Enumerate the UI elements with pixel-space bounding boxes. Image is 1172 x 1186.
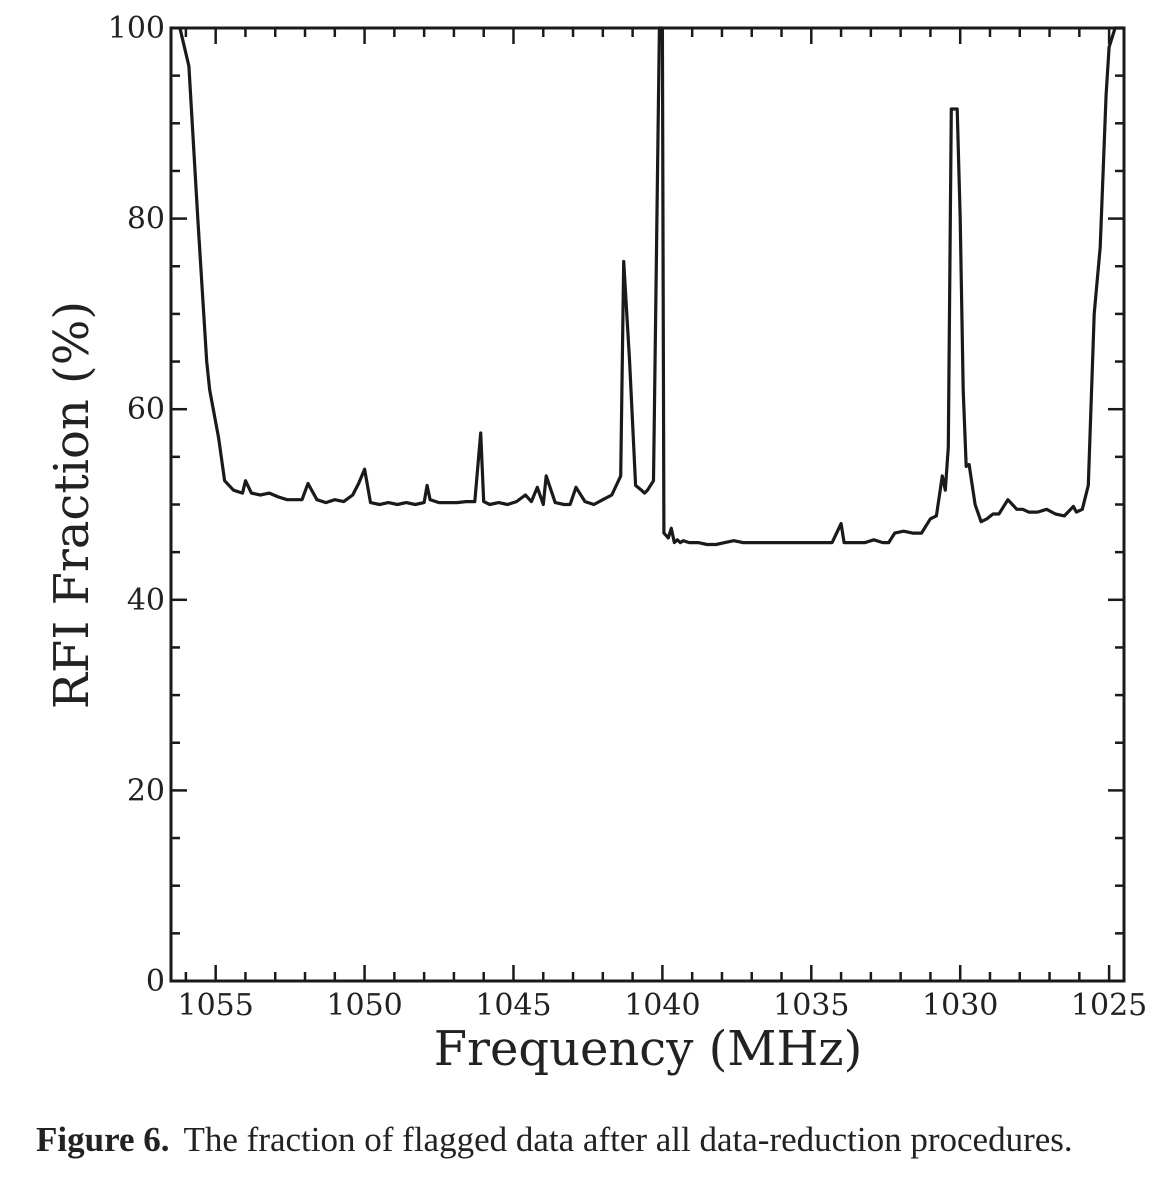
y-axis-label: RFI Fraction (%) [44,301,100,709]
axis-ticks [171,26,1124,983]
caption-text: The fraction of flagged data after all d… [183,1120,1073,1159]
caption-label: Figure 6. [36,1120,170,1159]
x-tick-label: 1030 [922,988,998,1023]
y-tick-label: 60 [127,392,165,427]
rfi-fraction-line [178,26,1124,547]
figure-caption: Figure 6. The fraction of flagged data af… [36,1120,1156,1160]
y-tick-label: 100 [108,11,165,46]
y-tick-label: 20 [127,773,165,808]
x-tick-label: 1040 [624,988,700,1023]
x-tick-label: 1025 [1071,988,1147,1023]
x-tick-label: 1050 [326,988,402,1023]
tick-labels: 0 20 40 60 80 100 1055 1050 1045 1040 1035 1030 1025 [108,11,1148,1023]
x-tick-label: 1035 [773,988,849,1023]
rfi-fraction-chart: 0 20 40 60 80 100 1055 1050 1045 1040 1035 1030 1025… [44,11,1148,1077]
x-axis-label: Frequency (MHz) [434,1021,863,1077]
y-tick-label: 80 [127,202,165,237]
x-tick-label: 1055 [177,988,253,1023]
y-tick-label: 0 [146,964,165,999]
x-tick-label: 1045 [475,988,551,1023]
y-tick-label: 40 [127,583,165,618]
plot-frame [169,26,1126,983]
